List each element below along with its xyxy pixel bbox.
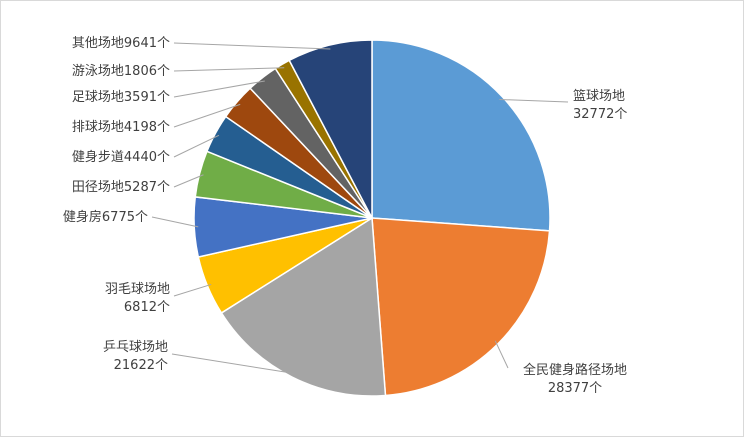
data-label: 全民健身路径场地 28377个 bbox=[523, 362, 627, 396]
value-label: 9641个 bbox=[124, 36, 170, 51]
category-label: 健身步道 bbox=[72, 149, 124, 165]
value-label: 1806个 bbox=[124, 64, 170, 79]
category-label: 健身房 bbox=[63, 209, 102, 225]
data-label: 篮球场地 32772个 bbox=[573, 89, 627, 122]
leader-line bbox=[494, 340, 509, 369]
category-label: 排球场地 bbox=[72, 120, 124, 135]
leader-line bbox=[151, 216, 199, 228]
pie-slice bbox=[220, 216, 387, 397]
data-label: 健身步道4440个 bbox=[72, 149, 170, 165]
data-label: 其他场地9641个 bbox=[72, 36, 170, 51]
value-label: 32772个 bbox=[573, 107, 627, 122]
value-label: 3591个 bbox=[124, 90, 170, 105]
data-label: 乒乓球场地 21622个 bbox=[103, 340, 168, 373]
leader-line bbox=[171, 353, 294, 374]
pie-slice bbox=[288, 39, 373, 219]
leader-line bbox=[173, 67, 285, 72]
data-label: 羽毛球场地 6812个 bbox=[105, 282, 170, 315]
leader-line bbox=[173, 174, 204, 188]
value-label: 4198个 bbox=[124, 120, 170, 135]
data-label: 田径场地5287个 bbox=[72, 180, 170, 195]
value-label: 21622个 bbox=[114, 358, 168, 373]
value-label: 6812个 bbox=[124, 300, 170, 315]
leader-line bbox=[173, 283, 212, 297]
pie-slice bbox=[371, 217, 551, 397]
value-label: 6775个 bbox=[102, 210, 148, 225]
pie-slice bbox=[371, 39, 551, 232]
leader-line bbox=[499, 98, 569, 103]
category-label: 田径场地 bbox=[72, 180, 124, 195]
category-label: 其他场地 bbox=[72, 36, 124, 51]
category-label: 乒乓球场地 bbox=[103, 340, 168, 355]
value-label: 5287个 bbox=[124, 180, 170, 195]
category-label: 羽毛球场地 bbox=[105, 282, 170, 297]
data-label: 排球场地4198个 bbox=[72, 120, 170, 135]
data-label: 健身房6775个 bbox=[63, 209, 148, 225]
leader-line bbox=[173, 103, 241, 128]
value-label: 4440个 bbox=[124, 150, 170, 165]
value-label: 28377个 bbox=[548, 381, 602, 396]
category-label: 足球场地 bbox=[72, 90, 124, 105]
category-label: 全民健身路径场地 bbox=[523, 362, 627, 378]
leader-line bbox=[173, 80, 265, 98]
leader-line bbox=[173, 42, 331, 50]
leader-line bbox=[173, 134, 220, 158]
category-label: 游泳场地 bbox=[72, 64, 124, 79]
data-label: 游泳场地1806个 bbox=[72, 64, 170, 79]
data-label: 足球场地3591个 bbox=[72, 90, 170, 105]
category-label: 篮球场地 bbox=[573, 89, 625, 104]
